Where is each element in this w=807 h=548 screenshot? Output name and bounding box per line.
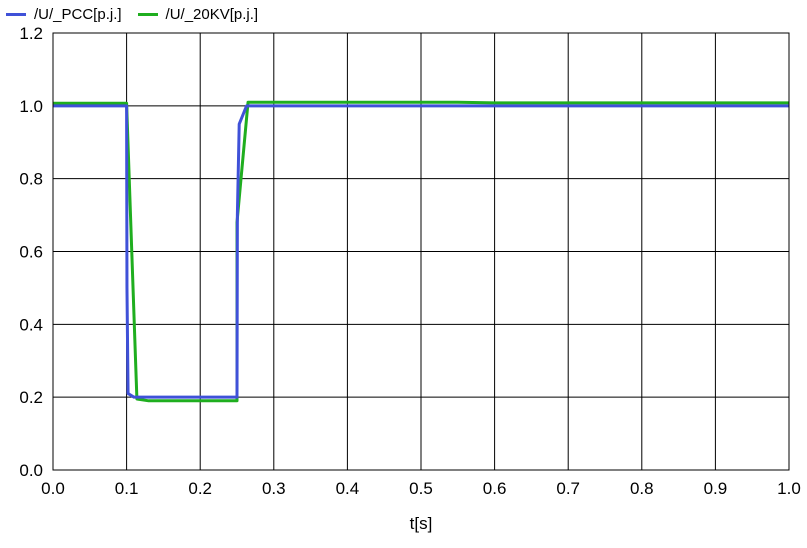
legend: /U/_PCC[p.j.] /U/_20KV[p.j.]	[6, 3, 274, 25]
x-tick-label: 0.5	[409, 479, 433, 498]
series-line-pcc	[53, 104, 789, 399]
legend-swatch-20kv	[137, 12, 158, 16]
x-tick-labels: 0.0 0.1 0.2 0.3 0.4 0.5 0.6 0.7 0.8 0.9 1.0	[41, 479, 801, 498]
x-tick-label: 0.1	[115, 479, 139, 498]
legend-item-20kv: /U/_20KV[p.j.]	[137, 5, 259, 23]
series-layer	[53, 100, 789, 403]
legend-label-pcc: /U/_PCC[p.j.]	[34, 5, 122, 23]
y-tick-label: 0.2	[19, 388, 43, 407]
plot-frame	[52, 32, 790, 471]
x-tick-label: 0.8	[630, 479, 654, 498]
x-axis-label: t[s]	[410, 514, 433, 533]
x-tick-label: 0.9	[704, 479, 728, 498]
x-tick-label: 0.0	[41, 479, 65, 498]
legend-label-20kv: /U/_20KV[p.j.]	[165, 5, 259, 23]
y-tick-label: 0.0	[19, 461, 43, 480]
y-tick-label: 0.4	[19, 315, 43, 334]
y-tick-label: 0.6	[19, 243, 43, 262]
y-tick-label: 1.0	[19, 97, 43, 116]
y-tick-label: 0.8	[19, 170, 43, 189]
y-tick-label: 1.2	[19, 24, 43, 43]
grid	[52, 32, 790, 471]
x-tick-label: 0.7	[556, 479, 580, 498]
legend-item-pcc: /U/_PCC[p.j.]	[6, 6, 122, 23]
x-tick-label: 0.6	[483, 479, 507, 498]
x-tick-label: 0.2	[188, 479, 212, 498]
x-tick-label: 0.4	[336, 479, 360, 498]
x-tick-label: 0.3	[262, 479, 286, 498]
y-tick-labels: 0.0 0.2 0.4 0.6 0.8 1.0 1.2	[19, 24, 43, 480]
x-tick-label: 1.0	[777, 479, 801, 498]
legend-swatch-pcc	[6, 12, 26, 16]
